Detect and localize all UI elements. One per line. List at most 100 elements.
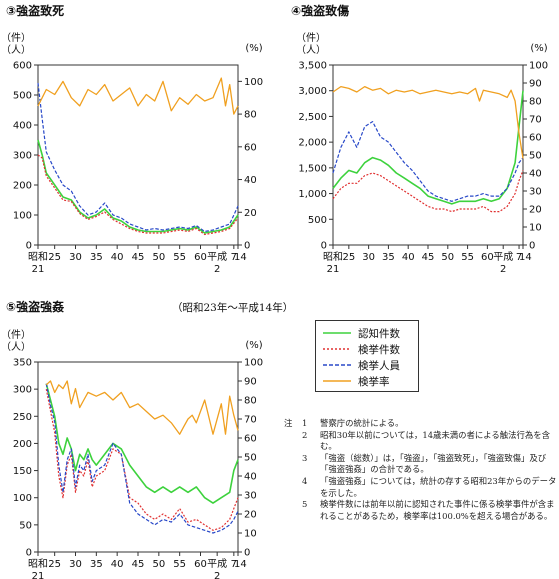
y-tick-label: 3,000 [298, 86, 327, 97]
left-axis-unit-cases: （件） [1, 32, 31, 44]
chart-robbery-injury: （件）（人） (%)05001,0001,5002,0002,5003,0003,… [296, 32, 548, 275]
notes-label: 注 [284, 418, 293, 428]
left-axis-unit-persons: （人） [1, 44, 31, 56]
x-tick-label: 昭和 [28, 251, 48, 263]
x-tick-label: 7 [516, 252, 522, 263]
y-tick-label: 250 [13, 412, 32, 423]
left-axis-unit-persons: （人） [1, 341, 31, 353]
note-number: 1 [302, 418, 308, 428]
y-tick-label: 0 [26, 548, 32, 559]
series-line-persons [45, 383, 239, 534]
y2-tick-label: 90 [244, 377, 257, 388]
x-tick-label: 14 [234, 559, 247, 570]
x-tick-sublabel: 21 [327, 264, 340, 275]
note-number: 4 [302, 475, 308, 486]
note-number: 2 [302, 429, 308, 440]
left-axis-unit-persons: （人） [296, 44, 326, 56]
y2-tick-label: 0 [244, 548, 250, 559]
note-item: 2 昭和30年以前については，14歳未満の者による触法行為を含む。 [300, 430, 558, 453]
x-tick-label: 55 [173, 559, 186, 570]
y2-tick-label: 40 [529, 169, 542, 180]
x-tick-label: 35 [90, 252, 103, 263]
legend-label-persons: 検挙人員 [358, 360, 400, 372]
y2-tick-label: 100 [529, 61, 548, 72]
legend-label-cleared: 検挙件数 [358, 344, 400, 356]
x-tick-label: 40 [111, 252, 124, 263]
series-line-recognized [332, 90, 524, 205]
y2-tick-label: 10 [529, 223, 542, 234]
right-axis-unit: (%) [245, 340, 262, 351]
y2-tick-label: 90 [529, 79, 542, 90]
y2-tick-label: 60 [244, 434, 257, 445]
x-tick-label: 30 [69, 252, 82, 263]
y-tick-label: 100 [13, 211, 32, 222]
y2-tick-label: 70 [244, 415, 257, 426]
x-tick-label: 40 [111, 559, 124, 570]
y-tick-label: 350 [13, 358, 32, 369]
x-tick-label: 25 [48, 559, 61, 570]
y-tick-label: 300 [13, 385, 32, 396]
left-axis-unit-cases: （件） [1, 329, 31, 341]
x-tick-label: 平成 [493, 251, 513, 263]
x-tick-label: 30 [69, 559, 82, 570]
y2-tick-label: 30 [244, 491, 257, 502]
y-tick-label: 1,500 [298, 163, 327, 174]
y2-tick-label: 0 [244, 241, 250, 252]
y2-tick-label: 20 [529, 205, 542, 216]
y2-tick-label: 0 [529, 241, 535, 252]
y-tick-label: 500 [13, 91, 32, 102]
y2-tick-label: 80 [529, 97, 542, 108]
note-text: 警察庁の統計による。 [320, 418, 404, 428]
x-tick-label: 7 [231, 252, 237, 263]
x-tick-label: 14 [519, 252, 532, 263]
y2-tick-label: 20 [244, 208, 257, 219]
y2-tick-label: 100 [244, 77, 263, 88]
y-tick-label: 200 [13, 439, 32, 450]
x-tick-label: 平成 [207, 251, 227, 263]
chart-title-robbery-rape: ⑤強盗強姦 [6, 300, 65, 314]
x-tick-label: 平成 [207, 558, 227, 570]
series-line-recognized [37, 139, 239, 234]
chart-title-robbery-death: ③強盗致死 [6, 4, 65, 18]
y-tick-label: 0 [321, 241, 327, 252]
y-tick-label: 150 [13, 466, 32, 477]
x-tick-label: 35 [90, 559, 103, 570]
right-axis-unit: (%) [530, 43, 547, 54]
x-tick-label: 60 [194, 252, 207, 263]
x-tick-sublabel: 2 [214, 264, 220, 275]
y2-tick-label: 20 [244, 510, 257, 521]
legend-swatch-cleared [323, 348, 351, 350]
note-text: 昭和30年以前については，14歳未満の者による触法行為を含む。 [320, 429, 551, 452]
series-line-rate [45, 380, 239, 435]
left-axis-unit-cases: （件） [296, 32, 326, 44]
y-tick-label: 300 [13, 151, 32, 162]
note-item: 5 検挙件数には前年以前に認知された事件に係る検挙事件が含まれることがあるため，検… [300, 499, 558, 522]
note-text: 検挙件数には前年以前に認知された事件に係る検挙事件が含まれることがあるため，検挙… [320, 499, 555, 521]
x-tick-label: 昭和 [323, 251, 343, 263]
x-tick-label: 45 [132, 559, 145, 570]
chart-title-robbery-injury: ④強盗致傷 [291, 4, 350, 18]
chart-robbery-death: （件）（人） (%) 0 100 200 300 400 500 600 0 20 40 60 80 100… [1, 32, 263, 275]
y2-tick-label: 80 [244, 396, 257, 407]
x-tick-label: 14 [234, 252, 247, 263]
series-line-rate [332, 85, 524, 159]
x-tick-label: 25 [342, 252, 355, 263]
legend: 認知件数 検挙件数 検挙人員 検挙率 [315, 320, 419, 392]
y-tick-label: 400 [13, 121, 32, 132]
right-axis-unit: (%) [245, 43, 262, 54]
series-line-cleared [45, 388, 239, 531]
note-number: 3 [302, 452, 308, 463]
x-tick-label: 30 [362, 252, 375, 263]
x-tick-label: 60 [194, 559, 207, 570]
y2-tick-label: 50 [244, 453, 257, 464]
series-line-recognized [45, 383, 239, 504]
y-tick-label: 600 [13, 61, 32, 72]
y-tick-label: 200 [13, 181, 32, 192]
y2-tick-label: 70 [529, 115, 542, 126]
x-tick-label: 35 [382, 252, 395, 263]
y-tick-label: 2,500 [298, 112, 327, 123]
note-item: 4 「強盗強姦」については，統計の存する昭和23年からのデータを示した。 [300, 476, 558, 499]
x-tick-label: 昭和 [28, 558, 48, 570]
y-tick-label: 1,000 [298, 189, 327, 200]
y2-tick-label: 80 [244, 110, 257, 121]
